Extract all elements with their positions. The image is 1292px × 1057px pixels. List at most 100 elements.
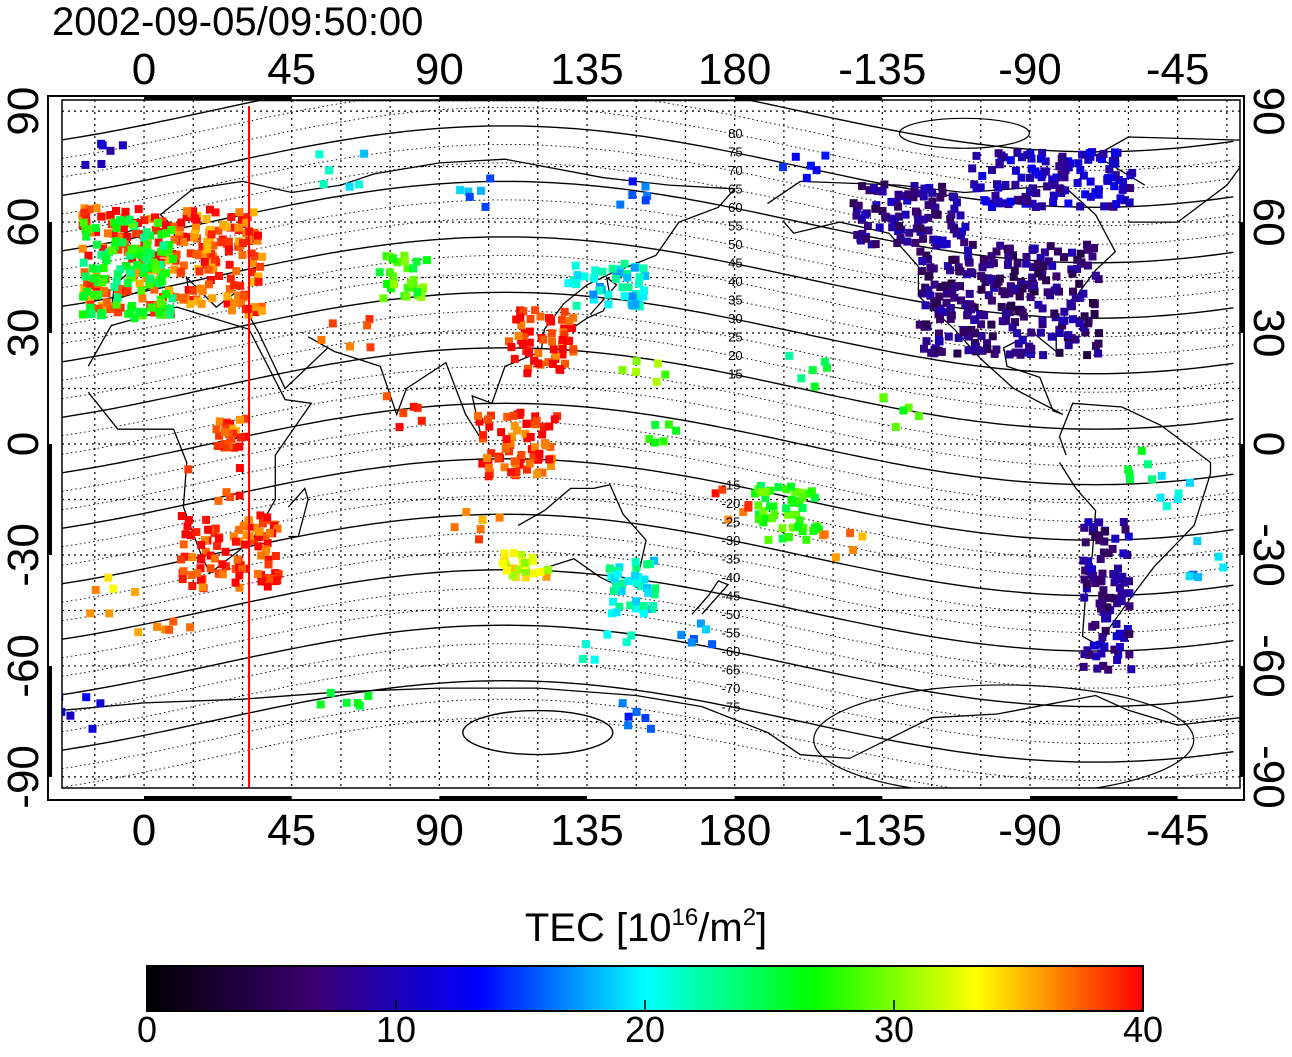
contour-label: -15 (722, 478, 741, 493)
tec-cell (196, 576, 205, 584)
tec-cell (589, 290, 598, 299)
tec-cell (632, 578, 641, 587)
tec-cell (558, 336, 567, 344)
tec-cell (160, 241, 169, 250)
contour-line (62, 587, 1234, 671)
tec-cell (97, 212, 106, 221)
tec-cell (964, 257, 973, 266)
tec-cell (935, 292, 944, 301)
tec-cell (393, 258, 402, 267)
contour-label: -30 (722, 533, 741, 548)
tec-cell (1079, 556, 1088, 565)
top-lon-tick: -90 (998, 45, 1062, 94)
tec-cell (214, 496, 223, 505)
tec-cell (1050, 309, 1059, 318)
tec-cell (164, 256, 173, 265)
tec-cell (995, 274, 1004, 283)
tec-cell (92, 204, 101, 212)
tec-cell (548, 337, 557, 346)
tec-cell (644, 588, 653, 597)
tec-cell (918, 257, 927, 265)
magnetic-latitude-contours (62, 100, 1234, 788)
tec-cell (1067, 265, 1076, 274)
tec-cell (919, 234, 927, 243)
top-lon-tick: 90 (415, 45, 464, 94)
top-lon-tick: 0 (132, 45, 156, 94)
tec-cell (1047, 332, 1056, 341)
tec-cell (1079, 289, 1088, 298)
contour-label: -45 (722, 589, 741, 604)
tec-cell (631, 604, 640, 613)
tec-cell (1049, 191, 1058, 200)
tec-cell (950, 293, 959, 302)
tec-cell (353, 699, 362, 708)
tec-cell (891, 423, 900, 431)
tec-cell (139, 307, 148, 316)
tec-cell (1091, 271, 1100, 280)
tec-cell (573, 271, 582, 280)
tec-cell (179, 293, 188, 302)
tec-cell (849, 545, 858, 554)
tec-cell (604, 300, 613, 309)
left-lat-tick: 60 (0, 198, 48, 247)
tec-cell (978, 346, 987, 355)
tec-cell (497, 428, 506, 437)
tec-cell (1112, 620, 1121, 628)
tec-cell (534, 349, 543, 357)
tec-cell (937, 347, 946, 356)
right-lat-tick: -60 (1244, 634, 1292, 698)
contour-line (62, 439, 1234, 523)
tec-cell (239, 239, 247, 247)
bottom-lon-tick: -45 (1146, 806, 1210, 855)
tec-cell (210, 529, 219, 537)
tec-cell (1003, 260, 1012, 269)
contour-label: -25 (722, 515, 741, 530)
tec-cell (1085, 650, 1093, 659)
top-lon-tick: -135 (838, 45, 926, 94)
tec-cell (212, 425, 221, 434)
left-lat-tick: -30 (0, 523, 48, 587)
tec-cell (1128, 168, 1137, 177)
tec-cell (364, 692, 373, 700)
tec-cell (177, 218, 186, 227)
tec-cell (204, 265, 213, 274)
tec-cell (987, 252, 996, 261)
tec-cell (895, 212, 904, 221)
contour-label: 20 (728, 348, 742, 363)
tec-cell (475, 535, 483, 544)
tec-cell (1113, 656, 1122, 664)
tec-cell (1018, 153, 1026, 162)
tec-cell (104, 573, 113, 582)
tec-cell (1089, 299, 1097, 307)
tec-cell (207, 230, 216, 239)
tec-cell (214, 226, 223, 235)
tec-cell (1064, 331, 1073, 340)
tec-cell (409, 402, 418, 411)
tec-cell (802, 535, 811, 544)
tec-cell (998, 317, 1007, 326)
frame-bar-right (1240, 222, 1244, 334)
tec-cell (1118, 185, 1127, 194)
tec-cell (519, 307, 528, 316)
tec-cell (184, 516, 193, 524)
tec-cell (552, 351, 561, 360)
tec-cell (846, 529, 855, 538)
tec-cell (609, 586, 618, 595)
tec-cell (987, 296, 996, 305)
contour-label: 75 (728, 145, 742, 160)
tec-cell (228, 306, 236, 315)
contour-label: -65 (722, 663, 741, 678)
tec-cell (188, 582, 197, 590)
tec-cell (263, 513, 272, 522)
contour-line (62, 458, 1234, 541)
tec-cell (206, 226, 215, 234)
tec-cell (612, 582, 621, 591)
tec-cell (1103, 610, 1112, 618)
tec-cell (964, 246, 972, 255)
tec-cell (643, 191, 652, 200)
tec-cell (1001, 180, 1010, 189)
tec-cell (110, 283, 119, 291)
tec-cell (92, 240, 101, 249)
tec-cell (641, 714, 650, 722)
tec-cell (977, 320, 986, 329)
